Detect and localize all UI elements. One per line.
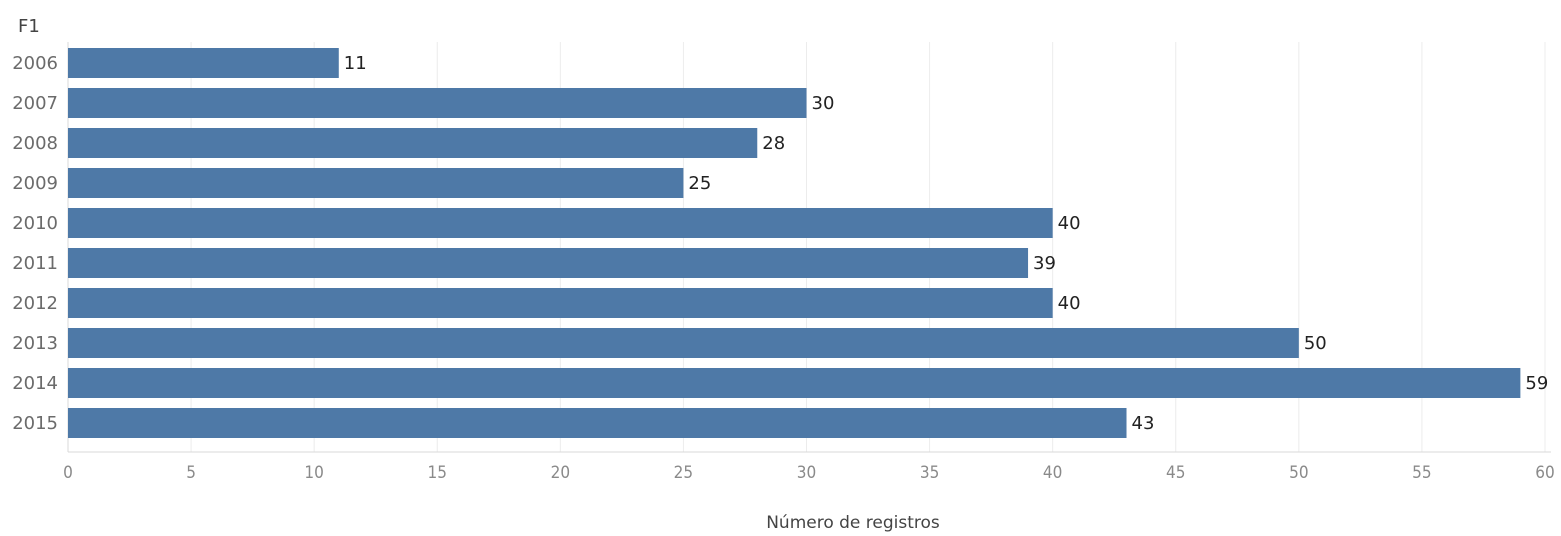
bars — [68, 48, 1521, 438]
bar — [68, 408, 1127, 438]
bar — [68, 48, 339, 78]
value-label: 30 — [812, 93, 835, 114]
x-axis-title: Número de registros — [766, 513, 940, 533]
bar — [68, 368, 1521, 398]
category-label: 2008 — [12, 133, 58, 154]
value-label: 40 — [1058, 293, 1081, 314]
x-tick-label: 55 — [1412, 463, 1431, 483]
x-tick-label: 40 — [1043, 463, 1062, 483]
value-label: 40 — [1058, 213, 1081, 234]
x-tick-label: 10 — [304, 463, 323, 483]
value-label: 11 — [344, 53, 367, 74]
value-label: 50 — [1304, 333, 1327, 354]
category-label: 2013 — [12, 333, 58, 354]
value-label: 59 — [1525, 373, 1548, 394]
x-tick-label: 30 — [797, 463, 816, 483]
x-axis-ticks: 0 5 10 15 20 25 30 35 40 45 50 55 60 — [63, 463, 1555, 483]
x-tick-label: 5 — [186, 463, 196, 483]
bar — [68, 168, 684, 198]
x-tick-label: 45 — [1166, 463, 1185, 483]
x-tick-label: 25 — [674, 463, 693, 483]
bar — [68, 328, 1299, 358]
value-label: 25 — [688, 173, 711, 194]
bar — [68, 128, 758, 158]
x-tick-label: 15 — [428, 463, 447, 483]
bar — [68, 288, 1053, 318]
value-label: 28 — [762, 133, 785, 154]
x-tick-label: 20 — [551, 463, 570, 483]
bar — [68, 208, 1053, 238]
value-label: 43 — [1132, 413, 1155, 434]
dimension-title: F1 — [18, 16, 40, 37]
category-label: 2015 — [12, 413, 58, 434]
x-tick-label: 60 — [1535, 463, 1554, 483]
category-labels: 2006 2007 2008 2009 2010 2011 2012 2013 2014 2015 — [12, 53, 58, 434]
category-label: 2010 — [12, 213, 58, 234]
category-label: 2012 — [12, 293, 58, 314]
category-label: 2014 — [12, 373, 58, 394]
bar — [68, 88, 807, 118]
x-tick-label: 0 — [63, 463, 73, 483]
x-tick-label: 35 — [920, 463, 939, 483]
category-label: 2009 — [12, 173, 58, 194]
category-label: 2011 — [12, 253, 58, 274]
category-label: 2006 — [12, 53, 58, 74]
x-tick-label: 50 — [1289, 463, 1308, 483]
bar — [68, 248, 1029, 278]
value-label: 39 — [1033, 253, 1056, 274]
category-label: 2007 — [12, 93, 58, 114]
